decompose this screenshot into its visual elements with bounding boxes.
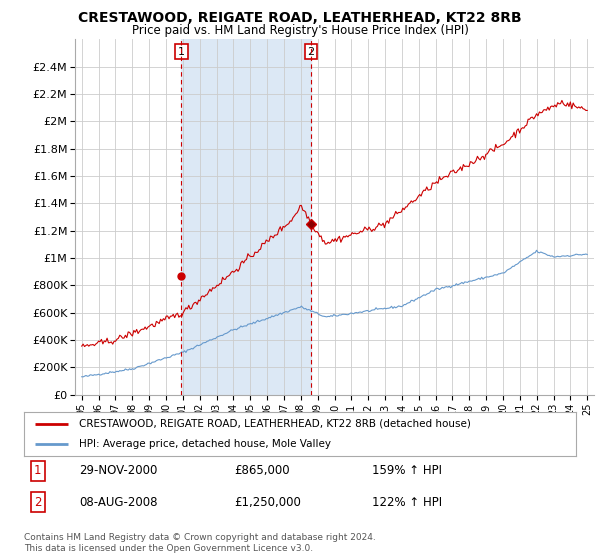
- Text: 2: 2: [34, 496, 41, 509]
- Text: Price paid vs. HM Land Registry's House Price Index (HPI): Price paid vs. HM Land Registry's House …: [131, 24, 469, 37]
- Text: 159% ↑ HPI: 159% ↑ HPI: [372, 464, 442, 477]
- Text: Contains HM Land Registry data © Crown copyright and database right 2024.
This d: Contains HM Land Registry data © Crown c…: [24, 533, 376, 553]
- Text: £1,250,000: £1,250,000: [234, 496, 301, 509]
- Text: £865,000: £865,000: [234, 464, 289, 477]
- Text: 29-NOV-2000: 29-NOV-2000: [79, 464, 158, 477]
- Text: 122% ↑ HPI: 122% ↑ HPI: [372, 496, 442, 509]
- Text: CRESTAWOOD, REIGATE ROAD, LEATHERHEAD, KT22 8RB: CRESTAWOOD, REIGATE ROAD, LEATHERHEAD, K…: [78, 11, 522, 25]
- Text: HPI: Average price, detached house, Mole Valley: HPI: Average price, detached house, Mole…: [79, 439, 331, 449]
- Text: CRESTAWOOD, REIGATE ROAD, LEATHERHEAD, KT22 8RB (detached house): CRESTAWOOD, REIGATE ROAD, LEATHERHEAD, K…: [79, 419, 471, 429]
- Text: 08-AUG-2008: 08-AUG-2008: [79, 496, 158, 509]
- Text: 2: 2: [307, 46, 314, 57]
- Text: 1: 1: [34, 464, 41, 477]
- Text: 1: 1: [178, 46, 185, 57]
- Bar: [181, 39, 311, 395]
